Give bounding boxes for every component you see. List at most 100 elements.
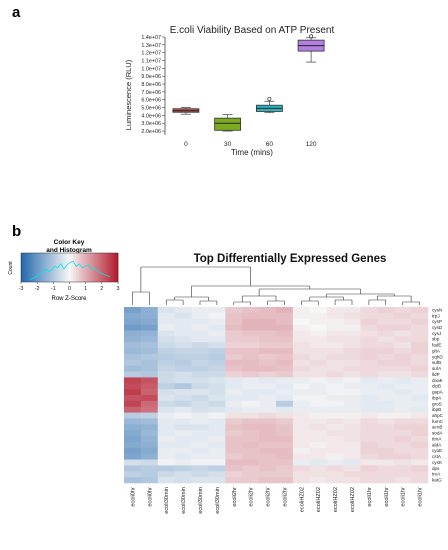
- heatmap-cell: [411, 424, 429, 431]
- heatmap-cell: [174, 312, 192, 320]
- heatmap-cell: [208, 453, 226, 460]
- heatmap-cell: [242, 424, 260, 431]
- x-tick-label: 0: [184, 141, 188, 148]
- heatmap-cell: [191, 318, 209, 325]
- heatmap-cell: [292, 406, 311, 413]
- heatmap-cell: [292, 400, 311, 408]
- panel-label-b: b: [12, 223, 21, 240]
- heatmap-cell: [326, 424, 344, 431]
- heatmap-cell: [377, 430, 395, 437]
- heatmap-cell: [259, 359, 277, 366]
- color-key-graphics: -3 -2 -1 0 1 2 3: [19, 252, 120, 292]
- row-label: aldA: [432, 442, 442, 447]
- heatmap-cell: [360, 447, 378, 454]
- heatmap-cell: [343, 424, 361, 431]
- heatmap-cell: [360, 353, 378, 361]
- heatmap-cell: [174, 453, 192, 460]
- panel-a: a E.coli Viability Based on ATP Present …: [12, 4, 334, 157]
- color-key-gradient-slice: [98, 253, 101, 282]
- heatmap-cell: [343, 342, 361, 349]
- heatmap-row-labels: cysNtrpJcysPcysDcysJsbpfadEgltAyqhDsufBs…: [432, 307, 444, 482]
- heatmap-cell: [140, 477, 159, 484]
- heatmap-cell: [191, 336, 209, 343]
- heatmap-cell: [124, 377, 142, 384]
- heatmap-cell: [259, 400, 277, 408]
- heatmap-cell: [140, 312, 159, 320]
- heatmap-cell: [411, 330, 429, 337]
- column-label: ecoliHZ02: [299, 487, 305, 512]
- heatmap-cell: [140, 453, 159, 460]
- heatmap-cell: [360, 348, 378, 355]
- heatmap-cell: [377, 418, 395, 425]
- heatmap-cell: [411, 418, 429, 425]
- heatmap-cell: [411, 453, 429, 460]
- heatmap-cell: [326, 406, 344, 413]
- heatmap-cell: [276, 348, 294, 355]
- heatmap-cell: [309, 406, 327, 413]
- heatmap-cell: [140, 471, 159, 478]
- column-label: ecoli30min: [215, 487, 221, 514]
- heatmap-cell: [276, 412, 294, 419]
- heatmap-cell: [360, 430, 378, 437]
- boxplot-marks: [172, 34, 325, 132]
- heatmap-cell: [394, 389, 412, 396]
- heatmap-cell: [242, 406, 260, 413]
- heatmap-cell: [377, 371, 395, 378]
- heatmap-cell: [343, 383, 361, 390]
- y-tick-label: 5.0e+06: [141, 106, 161, 112]
- color-key: Color Key and Histogram Count Row Z-Scor…: [8, 239, 120, 302]
- heatmap-cell: [276, 395, 294, 402]
- row-label: fumC: [432, 419, 444, 424]
- heatmap-cell: [343, 377, 361, 384]
- color-key-gradient-slice: [58, 253, 61, 282]
- heatmap-cell: [242, 441, 260, 449]
- heatmap-cell: [411, 324, 429, 331]
- heatmap-cell: [326, 477, 344, 484]
- heatmap-cell: [411, 465, 429, 472]
- heatmap-cell: [343, 330, 361, 337]
- heatmap-cell: [157, 400, 175, 408]
- heatmap-cell: [343, 447, 361, 454]
- color-key-tick-label: -3: [19, 286, 24, 292]
- heatmap-cell: [411, 348, 429, 355]
- heatmap-column-labels: ecoli0hr ecoli0hr ecoli30min ecoli30min ecol…: [130, 487, 423, 514]
- color-key-tick-label: 3: [116, 286, 119, 292]
- heatmap-cell: [225, 418, 243, 425]
- heatmap-cell: [360, 342, 378, 349]
- heatmap-cell: [157, 383, 175, 390]
- heatmap-cell: [124, 307, 142, 314]
- heatmap-cell: [411, 342, 429, 349]
- heatmap-cell: [276, 330, 294, 337]
- color-key-tick-label: -2: [35, 286, 40, 292]
- row-label: cstA: [432, 454, 442, 459]
- heatmap-cell: [343, 324, 361, 331]
- heatmap-cell: [259, 395, 277, 402]
- heatmap-cell: [124, 453, 142, 460]
- heatmap-cell: [259, 377, 277, 384]
- heatmap-cell: [174, 465, 192, 472]
- row-label: yqhD: [432, 354, 443, 359]
- heatmap-cell: [360, 465, 378, 472]
- heatmap-cell: [191, 377, 209, 384]
- heatmap-cell: [276, 312, 294, 320]
- heatmap-cell: [394, 348, 412, 355]
- color-key-gradient-slice: [42, 253, 44, 282]
- heatmap-cell: [292, 359, 311, 366]
- heatmap-cell: [225, 424, 243, 431]
- color-key-gradient-slice: [24, 253, 27, 282]
- y-tick-label: 1.4e+07: [141, 35, 161, 41]
- heatmap-cell: [360, 389, 378, 396]
- row-label: dps: [432, 466, 440, 471]
- heatmap-cell: [343, 371, 361, 378]
- heatmap-cell: [394, 312, 412, 320]
- heatmap-cell: [259, 436, 277, 443]
- color-key-gradient-slice: [74, 253, 77, 282]
- heatmap-cell: [140, 395, 159, 402]
- heatmap-cell: [394, 471, 412, 478]
- heatmap-cell: [174, 336, 192, 343]
- color-key-gradient-slice: [27, 253, 30, 282]
- heatmap-cell: [140, 377, 159, 384]
- heatmap-cell: [377, 348, 395, 355]
- heatmap-cell: [276, 307, 294, 314]
- heatmap-cell: [326, 459, 344, 466]
